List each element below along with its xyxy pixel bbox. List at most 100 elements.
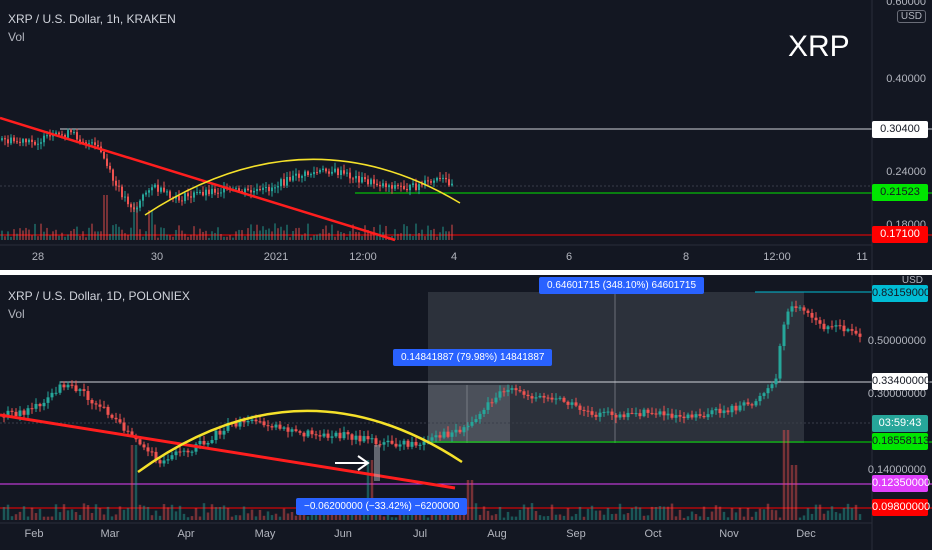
daily-candle <box>130 431 134 436</box>
volume-bar <box>466 480 470 520</box>
volume-bar <box>304 233 306 240</box>
daily-candle <box>754 401 758 406</box>
hourly-candle <box>304 171 306 177</box>
hourly-candle <box>118 185 120 187</box>
hourly-candle <box>46 135 48 137</box>
daily-candle <box>626 412 630 418</box>
volume-bar <box>325 225 327 240</box>
volume-bar <box>110 516 114 520</box>
hourly-candle <box>394 185 396 189</box>
volume-bar <box>610 514 614 520</box>
volume-bar <box>184 233 186 240</box>
volume-bar <box>598 510 602 520</box>
volume-bar <box>367 229 369 240</box>
volume-bar <box>349 231 351 240</box>
hourly-candle <box>379 184 381 187</box>
daily-candle <box>418 444 422 446</box>
volume-bar <box>220 233 222 240</box>
range-measure-large[interactable]: 0.64601715 (348.10%) 64601715 <box>539 277 705 294</box>
volume-bar <box>40 223 42 240</box>
hourly-candle <box>418 184 420 191</box>
daily-candle <box>254 419 258 422</box>
daily-candle <box>178 451 182 453</box>
hourly-chart-pane[interactable]: XRP / U.S. Dollar, 1h, KRAKEN Vol XRP US… <box>0 0 932 270</box>
volume-bar <box>114 514 118 520</box>
hourly-candle <box>385 183 387 188</box>
hourly-candle <box>331 171 333 174</box>
daily-candle <box>782 324 786 347</box>
daily-candle <box>50 392 54 398</box>
daily-candle <box>462 427 466 433</box>
daily-candle <box>726 410 730 413</box>
volume-bar <box>186 517 190 520</box>
volume-bar <box>205 230 207 240</box>
volume-bar <box>814 504 818 520</box>
volume-bar <box>331 224 333 240</box>
price-tag-low: 0.09800000 <box>872 499 930 516</box>
volume-bar <box>37 236 39 240</box>
volume-bar <box>18 511 22 520</box>
daily-chart-pane[interactable]: XRP / U.S. Dollar, 1D, POLONIEX Vol USD … <box>0 275 932 550</box>
hourly-chart-canvas[interactable] <box>0 0 932 270</box>
hourly-candle <box>343 170 345 174</box>
volume-bar <box>379 224 381 240</box>
volume-bar <box>319 233 321 240</box>
daily-candle <box>78 389 82 392</box>
volume-bar <box>31 235 33 240</box>
hourly-candle <box>262 187 264 190</box>
daily-candle <box>522 391 526 395</box>
daily-chart-legend: XRP / U.S. Dollar, 1D, POLONIEX Vol <box>8 289 190 321</box>
volume-bar <box>10 516 14 520</box>
volume-bar <box>138 504 142 520</box>
daily-candle <box>298 431 302 433</box>
daily-candle <box>22 410 26 415</box>
volume-bar <box>234 515 238 520</box>
volume-bar <box>602 514 606 520</box>
hourly-candle <box>94 142 96 145</box>
hourly-candle <box>271 187 273 192</box>
daily-candle <box>410 441 414 447</box>
volume-bar <box>286 513 290 520</box>
range-measure-drop[interactable]: −0.06200000 (−33.42%) −6200000 <box>296 498 468 515</box>
pane-divider[interactable] <box>0 270 932 275</box>
axis-price-label: 0.14000000 <box>867 464 926 476</box>
volume-bar <box>846 503 850 520</box>
daily-candle <box>526 394 530 397</box>
volume-bar <box>352 224 354 240</box>
volume-bar <box>265 229 267 240</box>
hourly-candle <box>214 188 216 193</box>
range-measure-mid[interactable]: 0.14841887 (79.98%) 14841887 <box>393 349 553 366</box>
daily-candle <box>234 423 238 427</box>
daily-candle <box>598 412 602 417</box>
daily-chart-canvas[interactable] <box>0 275 932 550</box>
hourly-candle <box>25 139 27 143</box>
volume-bar <box>223 236 225 240</box>
volume-bar <box>25 227 27 240</box>
volume-bar <box>90 512 94 520</box>
volume-bar <box>244 236 246 240</box>
volume-bar <box>364 225 366 240</box>
daily-candle <box>122 422 126 431</box>
volume-bar <box>343 233 345 240</box>
volume-bar <box>314 513 318 520</box>
currency-button-bottom[interactable]: USD <box>901 275 923 286</box>
daily-candle <box>454 429 458 433</box>
daily-candle <box>146 447 150 452</box>
daily-candle <box>442 431 446 438</box>
volume-bar <box>166 507 170 520</box>
volume-bar <box>246 513 250 520</box>
volume-bar <box>259 230 261 240</box>
volume-bar <box>421 229 423 240</box>
volume-bar <box>79 235 81 240</box>
hourly-candle <box>43 135 45 143</box>
hourly-candle <box>181 200 183 202</box>
volume-bar <box>43 231 45 240</box>
currency-button-top[interactable]: USD <box>896 10 926 23</box>
volume-bar <box>694 514 698 520</box>
countdown-tag: 03:59:43 <box>872 415 928 432</box>
volume-bar <box>112 225 114 240</box>
volume-bar <box>415 223 417 240</box>
volume-bar <box>7 231 9 240</box>
daily-candle <box>858 333 862 337</box>
volume-bar <box>230 516 234 520</box>
